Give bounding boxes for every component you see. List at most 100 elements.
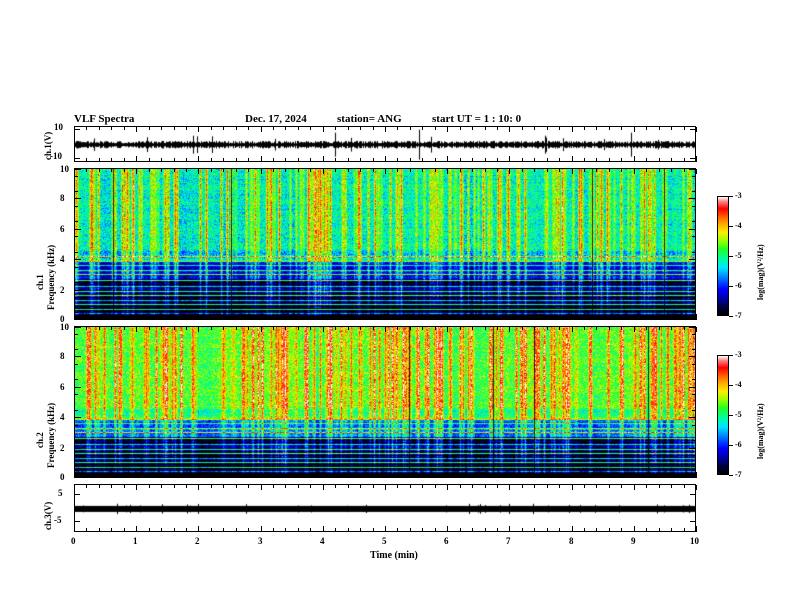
axis-tick <box>310 327 311 330</box>
axis-tick <box>273 316 274 320</box>
x-tick-label-0: 0 <box>71 536 76 546</box>
axis-tick <box>684 169 685 172</box>
axis-tick <box>248 474 249 478</box>
axis-tick <box>692 282 695 283</box>
axis-tick <box>186 528 187 532</box>
axis-tick <box>435 528 436 532</box>
axis-tick <box>485 474 486 478</box>
axis-tick <box>572 314 573 320</box>
axis-tick <box>136 472 137 478</box>
axis-tick <box>298 327 299 330</box>
axis-tick <box>460 169 461 172</box>
axis-tick <box>74 314 75 320</box>
axis-tick <box>547 327 548 330</box>
ch2-spec-axis-label2: Frequency (kHz) <box>46 402 56 468</box>
axis-tick <box>547 169 548 172</box>
axis-tick <box>689 169 695 170</box>
axis-tick <box>373 528 374 532</box>
axis-tick <box>261 314 262 320</box>
axis-tick <box>634 472 635 478</box>
axis-tick <box>559 169 560 172</box>
ch2-freq-tick-8: 8 <box>60 351 65 361</box>
axis-tick <box>659 474 660 478</box>
axis-tick <box>596 327 597 330</box>
axis-tick <box>348 169 349 172</box>
axis-tick <box>236 485 237 488</box>
axis-tick <box>422 127 423 130</box>
axis-tick <box>609 327 610 330</box>
axis-tick <box>559 158 560 162</box>
axis-tick <box>323 327 324 332</box>
axis-tick <box>373 127 374 130</box>
axis-tick <box>124 485 125 488</box>
axis-tick <box>460 528 461 532</box>
axis-tick <box>509 485 510 490</box>
axis-tick <box>174 158 175 162</box>
axis-tick <box>690 508 695 509</box>
axis-tick <box>596 169 597 172</box>
axis-tick <box>136 127 137 132</box>
axis-tick <box>692 176 695 177</box>
colorbar-ch1-tick <box>729 196 733 197</box>
axis-tick <box>522 127 523 130</box>
axis-tick <box>273 158 274 162</box>
axis-tick <box>161 316 162 320</box>
axis-tick <box>385 127 386 132</box>
ch1-freq-tick-8: 8 <box>60 193 65 203</box>
axis-tick <box>385 327 386 332</box>
axis-tick <box>211 474 212 478</box>
axis-tick <box>174 316 175 320</box>
axis-tick <box>75 364 78 365</box>
axis-tick <box>547 158 548 162</box>
axis-tick <box>472 485 473 488</box>
axis-tick <box>485 169 486 172</box>
axis-tick <box>86 316 87 320</box>
axis-tick <box>99 169 100 172</box>
axis-tick <box>584 158 585 162</box>
axis-tick <box>248 528 249 532</box>
axis-tick <box>509 169 510 174</box>
axis-tick <box>572 472 573 478</box>
axis-tick <box>161 127 162 130</box>
axis-tick <box>671 528 672 532</box>
axis-tick <box>659 316 660 320</box>
axis-tick <box>609 485 610 488</box>
axis-tick <box>435 158 436 162</box>
axis-tick <box>198 485 199 490</box>
axis-tick <box>99 327 100 330</box>
axis-tick <box>198 156 199 162</box>
axis-tick <box>692 349 695 350</box>
axis-tick <box>692 221 695 222</box>
axis-tick <box>111 316 112 320</box>
axis-tick <box>236 528 237 532</box>
axis-tick <box>75 191 78 192</box>
axis-tick <box>534 528 535 532</box>
axis-tick <box>410 327 411 330</box>
axis-tick <box>659 169 660 172</box>
axis-tick <box>75 379 78 380</box>
axis-tick <box>149 474 150 478</box>
axis-tick <box>584 474 585 478</box>
axis-tick <box>75 448 81 449</box>
axis-tick <box>692 470 695 471</box>
axis-tick <box>373 158 374 162</box>
axis-tick <box>447 485 448 490</box>
axis-tick <box>509 327 510 332</box>
axis-tick <box>198 127 199 132</box>
axis-tick <box>522 158 523 162</box>
colorbar-ch1-label--6: -6 <box>735 281 742 290</box>
axis-tick <box>360 127 361 130</box>
axis-tick <box>692 312 695 313</box>
axis-tick <box>609 169 610 172</box>
axis-tick <box>485 485 486 488</box>
axis-tick <box>273 474 274 478</box>
axis-tick <box>634 156 635 162</box>
axis-tick <box>547 474 548 478</box>
axis-tick <box>323 472 324 478</box>
axis-tick <box>236 169 237 172</box>
axis-tick <box>223 485 224 488</box>
axis-tick <box>410 158 411 162</box>
axis-tick <box>75 349 78 350</box>
axis-tick <box>111 158 112 162</box>
